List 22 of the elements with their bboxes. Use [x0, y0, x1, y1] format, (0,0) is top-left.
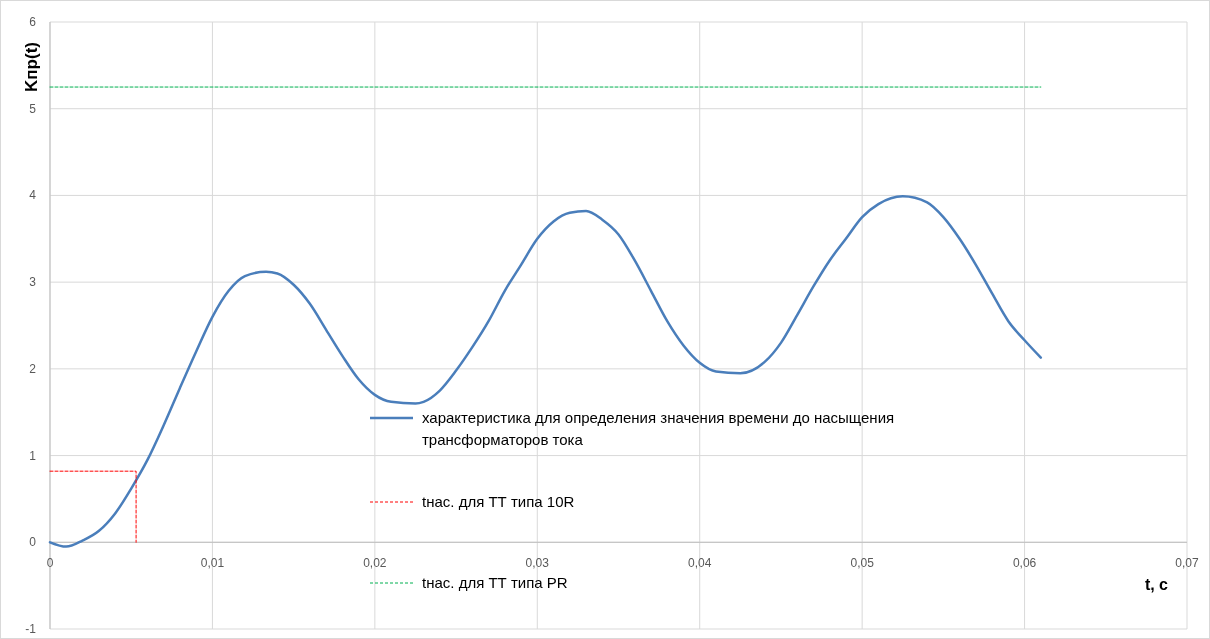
x-tick-label: 0,02 — [363, 556, 387, 571]
x-tick-label: 0,07 — [1175, 556, 1199, 571]
y-tick-label: 0 — [29, 535, 37, 550]
y-tick-label: 6 — [29, 15, 37, 29]
y-tick-label: 5 — [29, 101, 37, 116]
y-tick-label: -1 — [25, 622, 37, 636]
x-tick-label: 0,06 — [1012, 556, 1037, 571]
y-tick-label: 4 — [29, 188, 37, 203]
legend-label: характеристика для определения значения времени до насыщения трансформаторов тока — [422, 409, 895, 448]
y-tick-label: 2 — [29, 361, 37, 376]
y-tick-label: 3 — [29, 275, 37, 290]
legend-label: tнас. для ТТ типа 10R — [422, 493, 575, 510]
x-axis-title: t, c — [1144, 576, 1169, 593]
x-tick-label: 0,04 — [688, 556, 712, 571]
line-series — [48, 195, 1043, 548]
y-tick-label: 1 — [29, 448, 37, 463]
y-axis-title: Kпр(t) — [22, 42, 41, 92]
x-tick-label: 0,01 — [200, 556, 225, 571]
x-tick-label: 0 — [46, 556, 54, 571]
x-tick-label: 0,05 — [850, 556, 875, 571]
x-tick-label: 0,03 — [525, 556, 550, 571]
legend-label: tнас. для ТТ типа PR — [422, 574, 568, 591]
